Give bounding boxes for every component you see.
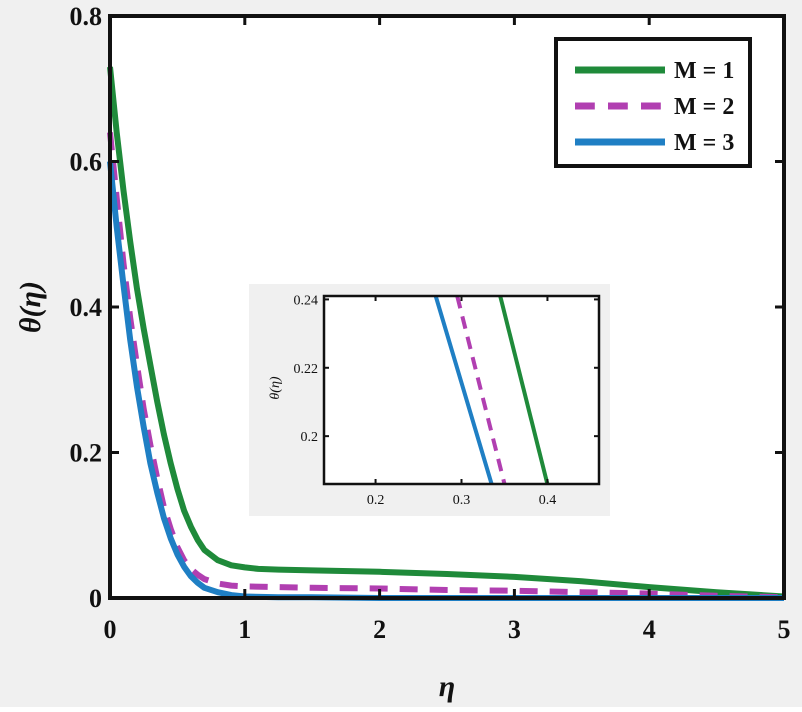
x-tick-label: 0 [104,615,117,644]
y-tick-label: 0.6 [70,148,103,177]
inset-x-tick-label: 0.2 [367,493,385,508]
y-axis-label: θ(η) [14,281,47,333]
legend-label-3: M = 3 [674,130,734,156]
x-tick-label: 5 [778,615,791,644]
legend: M = 1 M = 2 M = 3 [554,37,752,168]
x-tick-label: 3 [508,615,521,644]
inset-series-line-1 [498,295,550,485]
inset-x-tick-label: 0.3 [453,493,471,508]
inset-y-tick-label: 0.24 [294,293,319,308]
inset-plot-area [324,296,599,484]
legend-label-1: M = 1 [674,58,734,84]
x-tick-label: 1 [238,615,251,644]
x-tick-label: 4 [643,615,656,644]
inset-y-tick-label: 0.22 [294,362,319,377]
inset-series-line-3 [433,295,494,485]
series-line-2 [107,132,785,601]
inset-y-axis-label: θ(η) [268,376,283,399]
x-axis-label: η [439,670,455,703]
inset-series-line-2 [455,295,507,485]
inset-chart: 0.2 0.3 0.4 0.2 0.22 0.24 θ(η) [249,284,610,516]
y-tick-label: 0 [89,584,102,613]
series-line-1 [107,66,785,600]
y-tick-label: 0.4 [70,293,103,322]
y-tick-label: 0.8 [70,2,103,31]
x-tick-label: 2 [373,615,386,644]
inset-x-tick-label: 0.4 [539,493,557,508]
inset-y-tick-label: 0.2 [301,430,319,445]
legend-label-2: M = 2 [674,94,734,120]
y-tick-label: 0.2 [70,439,103,468]
